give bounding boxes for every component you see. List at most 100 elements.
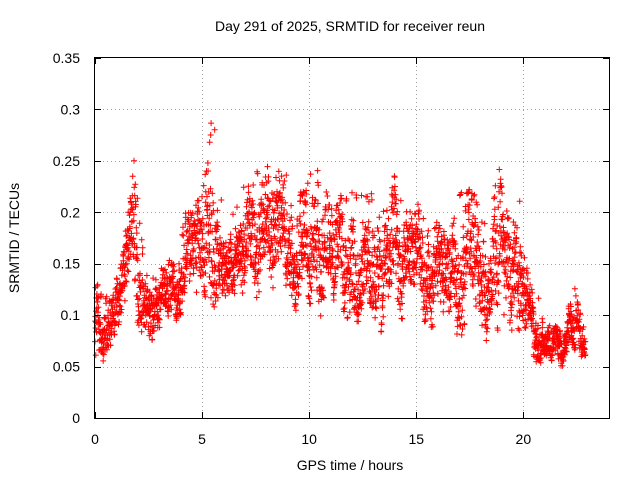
data-point — [508, 304, 515, 311]
data-point — [350, 217, 357, 224]
data-point — [136, 220, 143, 227]
data-point — [284, 250, 291, 257]
data-point — [372, 314, 379, 321]
data-point — [519, 310, 526, 317]
data-point — [511, 229, 518, 236]
data-point — [379, 275, 386, 282]
data-point — [522, 325, 529, 331]
data-point — [287, 245, 294, 252]
data-point — [279, 194, 286, 201]
data-point — [203, 259, 210, 266]
data-point — [424, 249, 431, 256]
data-point — [522, 316, 529, 323]
data-point — [150, 327, 157, 334]
data-point — [152, 276, 159, 283]
data-point — [460, 223, 467, 230]
data-point — [126, 223, 133, 230]
data-point — [472, 296, 479, 302]
data-point — [563, 342, 570, 349]
data-point — [385, 293, 392, 300]
data-point — [207, 222, 214, 229]
data-point — [489, 291, 496, 298]
data-point — [481, 220, 488, 227]
data-point — [101, 336, 108, 343]
data-point — [106, 336, 113, 343]
data-point — [186, 278, 193, 284]
data-point — [210, 301, 217, 308]
data-point — [189, 255, 196, 262]
data-point — [198, 219, 205, 226]
data-point — [246, 210, 253, 217]
data-point — [479, 322, 486, 329]
data-point — [491, 206, 498, 213]
data-point — [194, 223, 200, 229]
data-point — [496, 223, 503, 230]
data-point — [274, 202, 281, 209]
data-point — [234, 272, 241, 279]
data-point — [281, 207, 288, 213]
data-point — [190, 270, 197, 277]
data-point — [483, 337, 490, 344]
data-point — [366, 249, 373, 256]
data-point — [494, 301, 501, 308]
data-point — [579, 332, 586, 339]
data-point — [130, 217, 137, 224]
data-point — [310, 254, 317, 260]
data-point — [319, 218, 325, 225]
data-point — [480, 238, 487, 245]
data-point — [299, 192, 306, 199]
data-point — [436, 261, 443, 268]
data-point — [439, 260, 446, 267]
data-point — [434, 290, 441, 297]
data-point — [420, 215, 427, 222]
data-point — [394, 208, 401, 215]
data-point — [316, 226, 323, 233]
data-point — [92, 352, 99, 359]
data-point — [468, 237, 475, 244]
data-point — [446, 249, 453, 256]
data-point — [507, 293, 514, 300]
data-point — [181, 289, 188, 296]
data-point — [206, 273, 213, 280]
data-point — [307, 284, 314, 290]
data-point — [371, 232, 378, 239]
data-point — [196, 208, 203, 215]
data-point — [576, 316, 583, 323]
y-tick-label: 0.05 — [53, 359, 80, 375]
data-point — [281, 178, 288, 184]
data-point — [329, 253, 336, 260]
data-point — [123, 260, 130, 267]
data-point — [122, 278, 129, 285]
data-point — [311, 257, 318, 263]
data-point — [207, 132, 214, 138]
data-point — [382, 269, 389, 276]
data-point — [212, 298, 219, 304]
data-point — [385, 215, 392, 222]
data-point — [470, 192, 477, 199]
data-point — [221, 243, 228, 250]
data-point — [294, 222, 301, 229]
data-point — [380, 208, 387, 215]
data-point — [483, 284, 490, 291]
data-point — [221, 286, 227, 293]
data-point — [466, 186, 473, 193]
data-point — [307, 171, 314, 178]
data-point — [105, 312, 111, 319]
data-point — [352, 286, 359, 293]
data-point — [302, 241, 309, 248]
data-point — [424, 233, 431, 239]
data-point — [548, 357, 555, 364]
data-point — [358, 305, 365, 312]
data-point — [308, 287, 315, 294]
data-point — [467, 255, 474, 262]
data-point — [238, 227, 245, 234]
data-point — [305, 257, 312, 264]
data-point — [506, 245, 513, 251]
data-point — [382, 254, 389, 261]
data-point — [338, 235, 345, 242]
data-point — [388, 280, 395, 287]
x-tick-label: 10 — [301, 431, 317, 447]
data-point — [203, 240, 210, 247]
data-point — [399, 315, 406, 322]
data-point — [392, 191, 399, 198]
